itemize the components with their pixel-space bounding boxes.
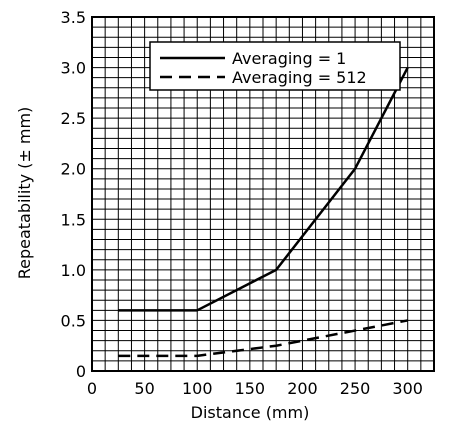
series-layer	[118, 66, 409, 358]
y-tick-label: 2.0	[61, 160, 86, 179]
x-tick-label: 150	[235, 379, 266, 398]
x-axis-label: Distance (mm)	[191, 403, 310, 422]
x-tick-label: 250	[340, 379, 371, 398]
y-tick-label: 1.0	[61, 261, 86, 280]
y-tick-label: 3.5	[61, 8, 86, 27]
legend-label-averaging-1: Averaging = 1	[232, 49, 346, 68]
plot-frame	[91, 16, 435, 372]
x-tick-label: 0	[87, 379, 97, 398]
legend: Averaging = 1 Averaging = 512	[149, 41, 401, 91]
y-tick-label: 2.5	[61, 109, 86, 128]
series-line-averaging-1	[118, 66, 409, 312]
y-axis-label: Repeatability (± mm)	[15, 107, 34, 280]
y-tick-label: 3.0	[61, 59, 86, 78]
legend-label-averaging-512: Averaging = 512	[232, 68, 367, 87]
y-tick-label: 0.5	[61, 311, 86, 330]
x-tick-label: 100	[182, 379, 213, 398]
legend-box	[149, 41, 401, 91]
x-tick-label: 50	[134, 379, 154, 398]
x-tick-labels: 0 50 100 150 200 250 300	[87, 379, 423, 398]
x-tick-label: 200	[287, 379, 318, 398]
y-tick-label: 1.5	[61, 210, 86, 229]
y-tick-label: 0	[76, 362, 86, 381]
y-tick-labels: 0 0.5 1.0 1.5 2.0 2.5 3.0 3.5	[61, 8, 86, 381]
series-line-averaging-512	[118, 319, 408, 358]
horizontal-grid	[92, 16, 434, 372]
x-tick-label: 300	[392, 379, 423, 398]
